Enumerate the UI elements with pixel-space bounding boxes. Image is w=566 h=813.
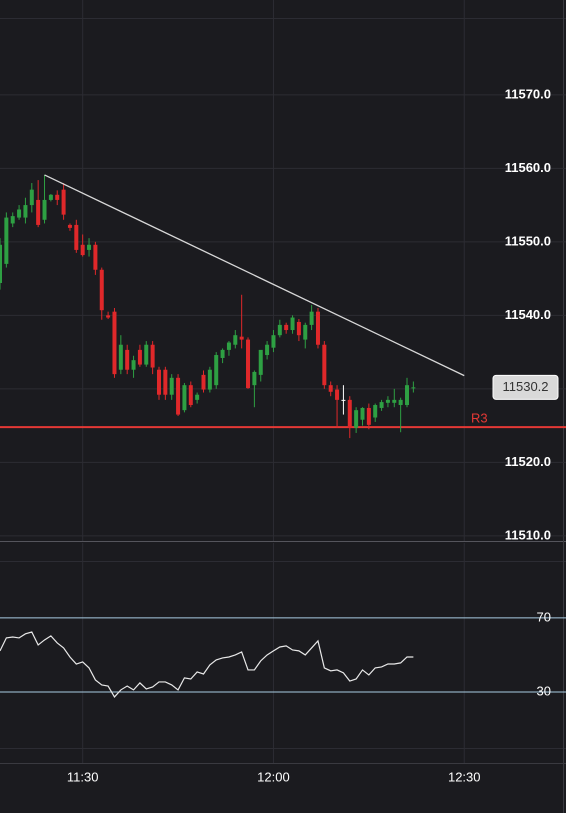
candle-body <box>341 399 346 401</box>
candle-body <box>226 342 231 350</box>
candle-body <box>195 394 200 400</box>
candle-body <box>252 371 257 386</box>
candle-body <box>61 189 66 215</box>
candle-body <box>17 209 22 218</box>
candle-body <box>405 385 410 406</box>
candle-body <box>271 335 276 348</box>
candle-body <box>398 399 403 406</box>
y-tick-label: 11560.0 <box>505 160 551 175</box>
candle-body <box>0 244 2 283</box>
y-tick-label: 70 <box>537 609 551 624</box>
candle-body <box>220 349 225 358</box>
candle-body <box>392 399 397 403</box>
candle-body <box>201 374 206 390</box>
candle-body <box>163 369 168 395</box>
candle-body <box>335 389 340 400</box>
candle-body <box>354 410 359 428</box>
candle-body <box>347 399 352 428</box>
candle-body <box>150 344 155 368</box>
candle-body <box>169 377 174 395</box>
candle-body <box>296 321 301 336</box>
candle-body <box>55 194 60 200</box>
rsi-line <box>0 631 414 698</box>
candle-body <box>176 377 181 415</box>
candle-body <box>74 224 79 250</box>
candle-body <box>23 205 28 218</box>
last-price-box <box>492 374 559 400</box>
candle-body <box>328 385 333 392</box>
candle-body <box>99 269 104 311</box>
candle-body <box>87 244 92 250</box>
candle-body <box>106 315 111 318</box>
candle-body <box>112 311 117 375</box>
candle-body <box>258 349 263 375</box>
candle-body <box>385 399 390 403</box>
y-tick-label: 11510.0 <box>505 527 551 542</box>
candle-body <box>125 349 130 370</box>
candle-body <box>131 360 136 370</box>
candle-body <box>303 324 308 340</box>
candle-body <box>322 344 327 386</box>
x-tick-label: 12:30 <box>448 769 481 784</box>
y-tick-label: 30 <box>537 683 551 698</box>
candle-body <box>379 402 384 408</box>
candle-body <box>42 199 47 220</box>
candle-body <box>360 407 365 420</box>
candle-body <box>239 336 244 340</box>
y-tick-label: 11570.0 <box>505 86 551 101</box>
candle-body <box>67 224 72 228</box>
candle-body <box>118 344 123 370</box>
y-tick-label: 11540.0 <box>505 307 551 322</box>
candle-body <box>10 216 15 224</box>
candle-body <box>315 311 320 345</box>
candle-body <box>366 407 371 425</box>
candle-body <box>373 405 378 418</box>
candle-body <box>182 385 187 411</box>
candle-body <box>309 311 314 325</box>
trendline <box>44 174 465 377</box>
candle-body <box>36 199 41 225</box>
x-tick-label: 12:00 <box>257 769 290 784</box>
candle-body <box>144 344 149 365</box>
last-price-label: 11530.2 <box>502 379 548 394</box>
y-tick-label: 11550.0 <box>505 233 551 248</box>
candle-body <box>156 369 161 395</box>
candle-body <box>277 324 282 336</box>
level-label: R3 <box>471 411 488 426</box>
candle-body <box>411 387 416 389</box>
candle-body <box>188 385 193 406</box>
candle-body <box>4 217 9 264</box>
candle-body <box>265 344 270 356</box>
candle-body <box>137 349 142 365</box>
candle-body <box>233 335 238 345</box>
y-tick-label: 11520.0 <box>505 454 551 469</box>
candle-body <box>284 324 289 331</box>
x-tick-label: 11:30 <box>67 769 99 784</box>
candle-body <box>207 369 212 390</box>
candle-body <box>80 244 85 256</box>
candle-body <box>246 339 251 389</box>
candle-body <box>93 244 98 270</box>
candle-body <box>214 355 219 386</box>
candle-body <box>290 317 295 331</box>
candle-body <box>29 189 34 206</box>
candle-body <box>48 194 53 200</box>
